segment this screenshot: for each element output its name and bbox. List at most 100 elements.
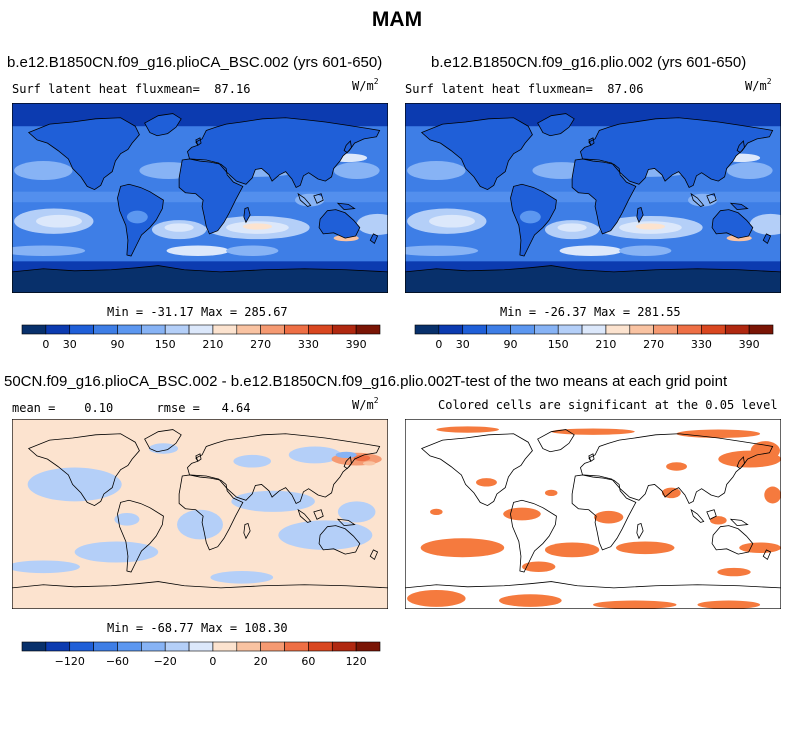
flux-region <box>407 161 466 181</box>
colorbar-swatch <box>93 641 118 652</box>
madagascar-outline <box>637 208 643 223</box>
colorbar-tick-label: −120 <box>55 655 85 668</box>
diff-units: W/m2 <box>352 396 379 412</box>
difference-region <box>335 451 357 459</box>
significant-cells <box>739 542 781 554</box>
colorbar-swatch <box>701 324 726 335</box>
new-guinea-outline <box>338 519 355 525</box>
eurasia-outline <box>580 118 772 188</box>
borneo-outline <box>707 194 716 204</box>
colorbar-tick-label: 90 <box>110 338 124 351</box>
colorbar-swatch <box>557 324 583 335</box>
difference-region <box>231 490 315 512</box>
case1-field-label: Surf latent heat flux <box>12 82 164 96</box>
north-america-outline <box>422 118 533 190</box>
colorbar-swatch <box>21 641 47 652</box>
diff-title: 50CN.f09_g16.plioCA_BSC.002 - b.e12.B185… <box>4 373 453 390</box>
greenland-outline <box>145 430 182 452</box>
africa-outline <box>179 475 243 550</box>
significant-cells <box>750 441 780 461</box>
colorbar-swatch <box>653 324 678 335</box>
colorbar-swatch <box>331 641 357 652</box>
case1-units: W/m2 <box>352 77 379 93</box>
colorbar-swatch <box>355 641 381 652</box>
australia-outline <box>712 526 753 555</box>
japan-land <box>344 141 352 153</box>
eurasia-land <box>580 117 773 188</box>
colorbar-swatch <box>188 324 214 335</box>
case2-map <box>405 103 781 293</box>
antarctica-land <box>405 265 781 293</box>
significant-cells <box>615 541 675 555</box>
north-america-outline <box>29 434 140 506</box>
significant-cells <box>676 429 761 438</box>
new-zealand-land <box>370 233 378 244</box>
north-america-outline <box>29 118 140 190</box>
case1-min-value: -31.17 <box>150 305 194 319</box>
colorbar-tick-label: 150 <box>548 338 569 351</box>
borneo-outline <box>314 194 323 204</box>
significant-cells <box>764 486 781 504</box>
south-america-outline <box>117 500 163 572</box>
colorbar-swatch <box>462 324 487 335</box>
colorbar-swatch <box>45 641 71 652</box>
significant-cells <box>544 542 600 558</box>
colorbar-tick-label: 120 <box>346 655 367 668</box>
diff-colorbar: −120 −60 −20 0 20 60 120 <box>21 641 381 668</box>
japan-outline <box>737 141 744 153</box>
case1-max-value: 285.67 <box>244 305 288 319</box>
case2-min-value: -26.37 <box>543 305 587 319</box>
flux-region <box>226 245 279 257</box>
significant-cells <box>430 508 443 516</box>
significant-cells <box>717 567 751 577</box>
colorbar-tick-label: 0 <box>42 338 49 351</box>
significant-cells <box>544 489 558 497</box>
new-zealand-outline <box>763 234 770 244</box>
case1-map <box>12 103 388 293</box>
colorbar-tick-label: 390 <box>346 338 367 351</box>
eurasia-outline <box>187 434 379 504</box>
uk-outline <box>589 454 594 461</box>
case1-units-exp: 2 <box>373 77 379 86</box>
south-america-outline <box>510 184 556 256</box>
colorbar-swatch <box>486 324 511 335</box>
significant-cells <box>697 600 761 609</box>
flux-region <box>164 223 194 232</box>
colorbar-tick-label: 390 <box>739 338 760 351</box>
difference-region <box>210 571 274 584</box>
new-zealand-land <box>763 233 771 244</box>
colorbar-swatch <box>284 324 309 335</box>
case2-field-label: Surf latent heat flux <box>405 82 557 96</box>
significant-cells <box>594 510 624 524</box>
significant-cells <box>593 600 677 609</box>
greenland-outline <box>538 430 575 452</box>
case2-max-label: Max = <box>586 305 638 319</box>
diff-units-exp: 2 <box>373 396 379 405</box>
new-zealand-outline <box>763 550 770 560</box>
diff-min-label: Min = <box>107 621 151 635</box>
japan-outline <box>737 457 744 469</box>
case2-title: b.e12.B1850CN.f09_g16.plio.002 (yrs 601-… <box>431 54 747 71</box>
colorbar-swatch <box>69 641 94 652</box>
sumatra-outline <box>691 194 704 207</box>
new-zealand-outline <box>370 550 377 560</box>
japan-outline <box>344 141 351 153</box>
difference-region <box>233 454 272 468</box>
flux-region <box>559 245 623 257</box>
diff-max-value: 108.30 <box>244 621 288 635</box>
colorbar-tick-label: −20 <box>154 655 177 668</box>
antarctica-outline <box>405 582 781 609</box>
antarctica-land <box>12 265 388 293</box>
flux-region <box>14 161 73 181</box>
flux-region <box>242 223 273 230</box>
antarctica-outline <box>405 266 781 293</box>
flux-region <box>726 162 773 179</box>
colorbar-swatch <box>236 324 261 335</box>
diff-rmse-value: 4.64 <box>221 401 251 415</box>
japan-outline <box>344 457 351 469</box>
antarctica-outline <box>12 266 388 293</box>
flux-region <box>749 213 781 235</box>
colorbar-swatch <box>629 324 654 335</box>
significant-cells <box>666 462 687 471</box>
difference-region <box>114 512 140 526</box>
